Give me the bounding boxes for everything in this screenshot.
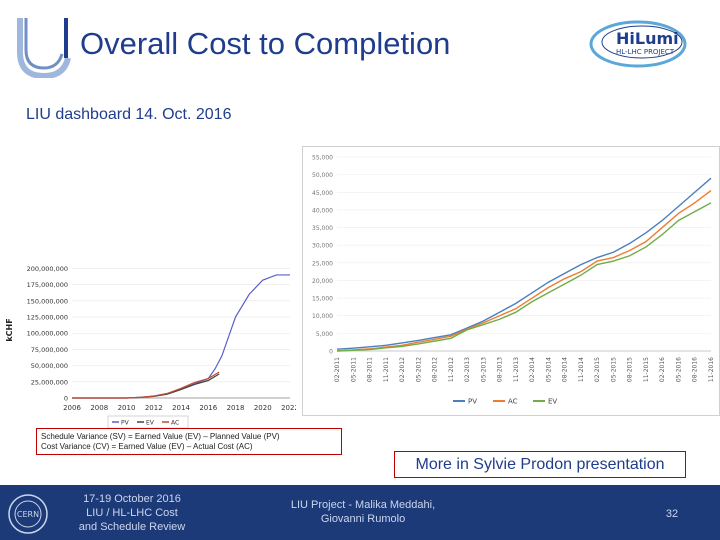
slide-title: Overall Cost to Completion	[80, 26, 451, 61]
x-tick-label: 2012	[145, 404, 163, 412]
legend-label-ev: EV	[548, 398, 557, 406]
x-tick-label: 08-2015	[627, 357, 634, 382]
x-tick-label: 05-2015	[610, 357, 617, 382]
x-tick-label: 02-2016	[659, 357, 666, 382]
y-tick-label: 200,000,000	[27, 265, 68, 273]
x-tick-label: 05-2011	[350, 357, 357, 382]
y-axis-label: kCHF	[5, 318, 14, 341]
x-tick-label: 08-2012	[432, 357, 439, 382]
y-tick-label: 0	[329, 349, 333, 356]
page-number: 32	[665, 508, 679, 520]
footer-bar	[0, 485, 720, 540]
x-tick-label: 11-2013	[513, 357, 520, 382]
y-tick-label: 35,000	[312, 225, 333, 232]
y-tick-label: 45,000	[312, 190, 333, 197]
x-tick-label: 02-2015	[594, 357, 601, 382]
more-info-box: More in Sylvie Prodon presentation	[394, 451, 686, 478]
y-tick-label: 40,000	[312, 207, 333, 214]
y-tick-label: 25,000	[312, 260, 333, 267]
authors-line1: LIU Project - Malika Meddahi,	[290, 499, 436, 511]
x-tick-label: 05-2013	[480, 357, 487, 382]
event-name-line2: and Schedule Review	[78, 521, 186, 533]
authors-line2: Giovanni Rumolo	[320, 513, 406, 525]
x-tick-label: 2014	[172, 404, 190, 412]
x-tick-label: 02-2014	[529, 357, 536, 382]
y-tick-label: 175,000,000	[27, 281, 68, 289]
series-line-pv	[336, 177, 712, 350]
x-tick-label: 02-2013	[464, 357, 471, 382]
y-tick-label: 100,000,000	[27, 330, 68, 338]
series-line-ev	[72, 373, 220, 399]
y-tick-label: 75,000,000	[31, 346, 68, 354]
footer-authors: LIU Project - Malika Meddahi, Giovanni R…	[268, 498, 458, 526]
x-tick-label: 05-2012	[415, 357, 422, 382]
x-tick-label: 05-2016	[675, 357, 682, 382]
x-tick-label: 08-2013	[497, 357, 504, 382]
y-tick-label: 125,000,000	[27, 314, 68, 322]
x-tick-label: 2016	[199, 404, 217, 412]
dashboard-subtitle: LIU dashboard 14. Oct. 2016	[26, 106, 232, 123]
x-tick-label: 11-2016	[708, 357, 715, 382]
x-tick-label: 2010	[118, 404, 136, 412]
legend-label-ac: AC	[171, 420, 179, 427]
cost-variance-formula: Cost Variance (CV) = Earned Value (EV) –…	[41, 442, 253, 451]
y-tick-label: 0	[64, 395, 68, 403]
x-tick-label: 02-2011	[334, 357, 341, 382]
variance-formula-box: Schedule Variance (SV) = Earned Value (E…	[36, 428, 342, 455]
x-tick-label: 08-2011	[367, 357, 374, 382]
legend-label-ev: EV	[146, 420, 155, 427]
schedule-variance-formula: Schedule Variance (SV) = Earned Value (E…	[41, 432, 280, 441]
y-tick-label: 50,000	[312, 172, 333, 179]
x-tick-label: 11-2012	[448, 357, 455, 382]
y-tick-label: 150,000,000	[27, 297, 68, 305]
series-line-ac	[336, 189, 712, 352]
footer-event-info: 17-19 October 2016 LIU / HL-LHC Cost and…	[64, 492, 200, 534]
hilumi-logo-subtext: HL-LHC PROJECT	[616, 48, 675, 56]
y-tick-label: 5,000	[316, 331, 333, 338]
series-line-ac	[72, 371, 220, 399]
x-tick-label: 2022	[281, 404, 296, 412]
event-name-line1: LIU / HL-LHC Cost	[86, 507, 178, 519]
x-tick-label: 2008	[90, 404, 108, 412]
series-line-ev	[336, 202, 712, 352]
y-tick-label: 50,000,000	[31, 362, 68, 370]
x-tick-label: 05-2014	[545, 357, 552, 382]
monthly-earned-value-chart: 0 5,000 10,000 15,000 20,000 25,000 30,000 35,0…	[302, 146, 720, 416]
y-tick-label: 30,000	[312, 243, 333, 250]
cern-logo-text: CERN	[17, 510, 39, 519]
liu-logo	[17, 18, 71, 78]
y-tick-label: 20,000	[312, 278, 333, 285]
x-tick-label: 02-2012	[399, 357, 406, 382]
hilumi-logo: HiLumi HL-LHC PROJECT	[589, 20, 687, 68]
legend-label-pv: PV	[468, 398, 477, 406]
y-tick-label: 25,000,000	[31, 378, 68, 386]
x-tick-label: 2018	[227, 404, 245, 412]
cern-logo: CERN	[8, 494, 48, 534]
y-tick-label: 55,000	[312, 155, 333, 162]
hilumi-logo-text: HiLumi	[616, 29, 679, 48]
x-tick-label: 08-2014	[562, 357, 569, 382]
cumulative-cost-chart: kCHF 0 25,000,000 50,000,000 75,000,000 100,0…	[4, 252, 296, 432]
y-tick-label: 10,000	[312, 313, 333, 320]
x-tick-label: 11-2011	[383, 357, 390, 382]
legend-label-pv: PV	[121, 420, 130, 427]
x-tick-label: 2020	[254, 404, 272, 412]
legend-label-ac: AC	[508, 398, 518, 406]
x-tick-label: 11-2014	[578, 357, 585, 382]
y-tick-label: 15,000	[312, 296, 333, 303]
x-tick-label: 11-2015	[643, 357, 650, 382]
x-tick-label: 2006	[63, 404, 81, 412]
event-date: 17-19 October 2016	[83, 493, 181, 505]
series-line-pv	[72, 274, 290, 399]
x-tick-label: 08-2016	[692, 357, 699, 382]
